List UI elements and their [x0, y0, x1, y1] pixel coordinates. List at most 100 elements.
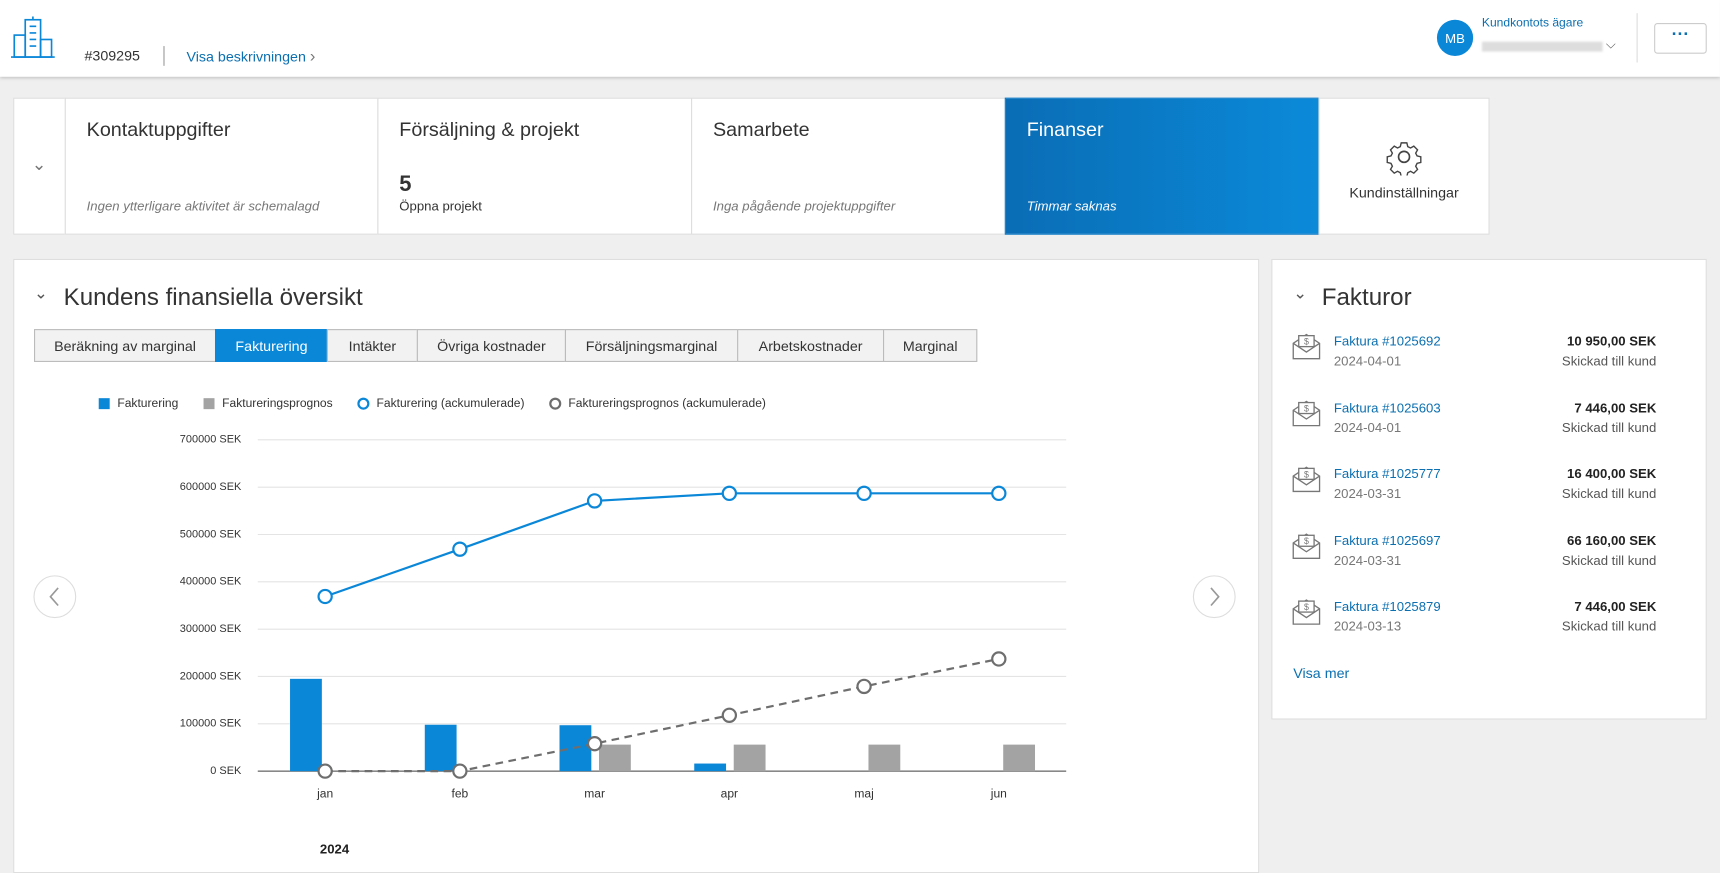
invoice-icon: $ — [1292, 333, 1321, 360]
panel-title: Fakturor — [1321, 283, 1412, 311]
legend-label: Faktureringsprognos — [222, 396, 333, 410]
collapse-chevron[interactable]: ⌄ — [34, 284, 48, 303]
point — [317, 588, 333, 605]
blurred-name — [1481, 41, 1603, 52]
invoice-row: $ Faktura #1025603 2024-04-01 7 446,00 SEK S… — [1292, 398, 1656, 442]
y-tick-label: 100000 SEK — [180, 718, 242, 730]
invoice-date: 2024-03-31 — [1333, 485, 1402, 502]
x-tick-label: jan — [316, 786, 333, 800]
invoice-status: Skickad till kund — [1561, 618, 1657, 635]
avatar[interactable]: MB — [1436, 19, 1474, 56]
point — [856, 485, 872, 502]
card-subtitle: Inga pågående projektuppgifter — [712, 198, 896, 214]
invoice-title[interactable]: Faktura #1025777 — [1333, 466, 1441, 482]
y-tick-label: 300000 SEK — [180, 623, 242, 635]
separator — [163, 46, 165, 66]
invoice-row: $ Faktura #1025777 2024-03-31 16 400,00 SEK… — [1292, 464, 1656, 508]
x-axis-title: 2024 — [320, 842, 350, 857]
svg-text:$: $ — [1304, 602, 1309, 612]
card-title: Försäljning & projekt — [399, 118, 580, 141]
tab[interactable]: Arbetskostnader — [737, 329, 885, 362]
tab[interactable]: Försäljningsmarginal — [564, 329, 739, 362]
settings-label: Kundinställningar — [1349, 184, 1459, 201]
point — [586, 493, 603, 509]
legend-marker — [357, 397, 370, 410]
card-title: Kontaktuppgifter — [86, 118, 231, 141]
point — [721, 707, 738, 723]
nav-card[interactable]: Kontaktuppgifter Ingen ytterligare aktivi… — [64, 97, 379, 235]
x-tick-label: maj — [854, 786, 873, 800]
chevron: ⌄ — [31, 155, 47, 175]
invoice-icon: $ — [1292, 400, 1321, 426]
nav-card[interactable]: Samarbete Inga pågående projektuppgifter — [691, 97, 1006, 235]
invoice-status: Skickad till kund — [1561, 419, 1657, 435]
invoice-row: $ Faktura #1025692 2024-04-01 10 950,00 SEK… — [1292, 331, 1656, 375]
invoice-date: 2024-03-13 — [1333, 618, 1402, 635]
settings-card[interactable]: Kundinställningar — [1318, 97, 1490, 235]
invoice-icon: $ — [1292, 532, 1321, 559]
point — [991, 485, 1007, 502]
invoice-title[interactable]: Faktura #1025879 — [1333, 598, 1441, 615]
invoice-date: 2024-04-01 — [1333, 419, 1402, 435]
point — [991, 651, 1007, 667]
invoice-amount: 7 446,00 SEK — [1574, 598, 1657, 615]
bar — [868, 744, 901, 772]
line — [325, 657, 1000, 773]
account-role: Kundkontots ägare — [1481, 16, 1584, 30]
invoice-status: Skickad till kund — [1561, 485, 1657, 502]
legend-marker — [98, 398, 110, 410]
nav-card-active[interactable]: Finanser Timmar saknas — [1004, 97, 1320, 235]
y-tick-label: 700000 SEK — [180, 434, 242, 446]
bar — [290, 678, 322, 772]
tab[interactable]: Intäkter — [326, 329, 418, 362]
invoice-amount: 16 400,00 SEK — [1567, 466, 1657, 482]
point — [452, 541, 468, 557]
next-button[interactable] — [1192, 575, 1236, 619]
legend-marker — [203, 398, 215, 410]
customer-id: #309295 — [84, 47, 140, 64]
invoice-amount: 10 950,00 SEK — [1567, 333, 1657, 349]
invoice-title[interactable]: Faktura #1025697 — [1333, 532, 1441, 548]
legend-label: Fakturering — [117, 396, 178, 410]
grid — [257, 439, 1067, 772]
x-tick-label: apr — [721, 786, 738, 800]
invoice-icon: $ — [1292, 599, 1321, 625]
show-more-link[interactable]: Visa mer — [1293, 664, 1350, 682]
card-subtitle: Ingen ytterligare aktivitet är schemalag… — [86, 198, 320, 214]
tab[interactable]: Marginal — [883, 329, 978, 362]
tab[interactable]: Övriga kostnader — [416, 329, 567, 362]
card-title: Finanser — [1026, 118, 1104, 141]
prev-button[interactable] — [33, 575, 77, 619]
card-subtitle: Timmar saknas — [1026, 198, 1117, 214]
more-button[interactable]: ··· — [1654, 23, 1707, 54]
legend-label: Faktureringsprognos (ackumulerade) — [568, 396, 766, 410]
invoice-status: Skickad till kund — [1561, 552, 1657, 568]
dropdown-chevron[interactable]: ⌵ — [1605, 36, 1616, 52]
invoice-amount: 7 446,00 SEK — [1574, 399, 1657, 416]
invoice-title[interactable]: Faktura #1025603 — [1333, 399, 1441, 416]
card-subtitle: Öppna projekt — [399, 198, 482, 214]
invoice-date: 2024-03-31 — [1333, 552, 1402, 568]
chart: 2024 0 SEK 100000 SEK 200000 SEK 300000 SEK… — [33, 396, 1236, 857]
bar — [1003, 744, 1036, 772]
tab[interactable]: Beräkning av marginal — [34, 329, 217, 362]
legend-marker — [549, 397, 562, 410]
nav-card[interactable]: Försäljning & projekt 5 Öppna projekt — [377, 97, 693, 235]
description-link[interactable]: Visa beskrivningen › — [186, 47, 315, 66]
y-tick-label: 500000 SEK — [180, 528, 242, 540]
legend-label: Fakturering (ackumulerade) — [377, 396, 525, 410]
collapse-chevron[interactable]: ⌄ — [1293, 284, 1308, 303]
svg-text:$: $ — [1304, 403, 1309, 413]
y-tick-label: 600000 SEK — [180, 481, 242, 493]
svg-text:$: $ — [1304, 337, 1309, 347]
invoice-title[interactable]: Faktura #1025692 — [1333, 333, 1441, 349]
invoice-amount: 66 160,00 SEK — [1567, 532, 1657, 548]
point — [856, 678, 872, 695]
chevron: › — [309, 47, 316, 66]
invoice-icon: $ — [1292, 466, 1321, 493]
collapse-card[interactable]: ⌄ — [13, 97, 66, 235]
gear-icon — [1386, 142, 1422, 176]
svg-text:$: $ — [1304, 469, 1309, 479]
header: #309295 Visa beskrivningen › MB Kundkont… — [0, 0, 1720, 77]
